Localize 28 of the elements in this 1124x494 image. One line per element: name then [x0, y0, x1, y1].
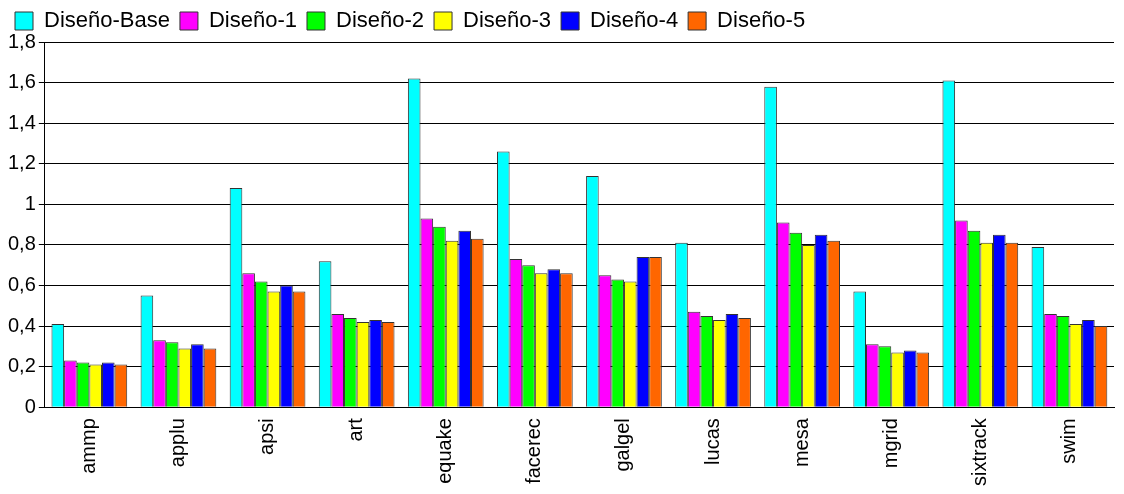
x-tick-label: swim — [1056, 418, 1079, 464]
x-tick-label: galgel — [611, 418, 634, 472]
y-tick-label: 1,6 — [7, 70, 36, 93]
x-tick-label: apsi — [255, 418, 278, 455]
y-tick-label: 1,4 — [7, 110, 36, 133]
legend-label: Diseño-3 — [463, 7, 552, 33]
legend-label: Diseño-1 — [208, 7, 297, 33]
y-tick-label: 0,4 — [7, 313, 36, 336]
y-tick-label: 0 — [24, 394, 36, 417]
y-tick-label: 0,6 — [7, 272, 36, 295]
legend-label: Diseño-5 — [717, 7, 806, 33]
y-tick-label: 0,8 — [7, 232, 36, 255]
legend-label: Diseño-Base — [44, 7, 170, 33]
x-tick-label: mgrid — [878, 418, 901, 469]
y-tick-label: 1,2 — [7, 151, 36, 174]
x-tick-label: art — [344, 417, 367, 442]
legend-label: Diseño-2 — [336, 7, 425, 33]
y-tick-label: 1 — [24, 191, 36, 214]
x-tick-label: equake — [433, 418, 456, 484]
x-tick-label: lucas — [700, 418, 723, 465]
y-tick-label: 1,8 — [7, 29, 36, 52]
x-tick-label: facerec — [522, 418, 545, 484]
x-tick-label: mesa — [789, 417, 812, 468]
legend-label: Diseño-4 — [590, 7, 679, 33]
x-tick-label: applu — [165, 418, 188, 468]
x-tick-label: ammp — [76, 418, 99, 474]
x-tick-label: sixtrack — [967, 417, 990, 487]
y-tick-label: 0,2 — [7, 354, 36, 377]
